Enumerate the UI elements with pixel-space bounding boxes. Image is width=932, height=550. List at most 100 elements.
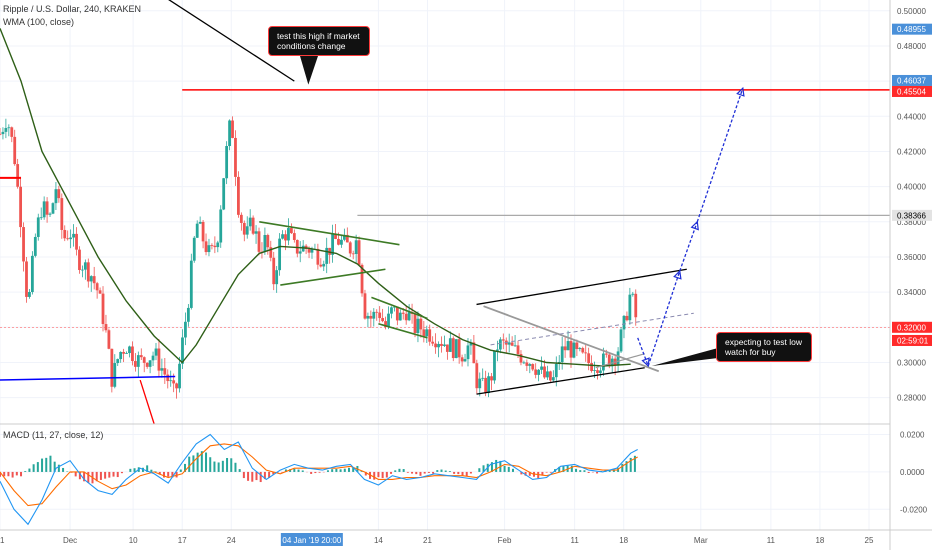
candle-body[interactable] <box>607 354 611 367</box>
candle-body[interactable] <box>69 237 73 240</box>
candle-body[interactable] <box>163 368 167 375</box>
candle-body[interactable] <box>398 312 402 321</box>
candle-body[interactable] <box>186 307 190 322</box>
wma-legend[interactable]: WMA (100, close) <box>3 17 74 27</box>
candle-body[interactable] <box>601 353 605 371</box>
candle-body[interactable] <box>484 377 488 394</box>
candle-body[interactable] <box>599 370 602 373</box>
candle-body[interactable] <box>563 346 567 351</box>
macd-signal-line[interactable] <box>0 443 638 507</box>
candle-body[interactable] <box>139 355 143 358</box>
candle-body[interactable] <box>522 362 526 364</box>
wma-line[interactable] <box>0 28 631 367</box>
macd-label[interactable]: MACD (11, 27, close, 12) <box>3 430 104 440</box>
candle-body[interactable] <box>513 345 517 347</box>
trendline[interactable] <box>139 379 155 425</box>
candle-body[interactable] <box>348 242 352 254</box>
candle-body[interactable] <box>239 214 243 223</box>
candle-body[interactable] <box>263 235 267 253</box>
candle-body[interactable] <box>154 348 158 356</box>
candle-body[interactable] <box>546 371 549 378</box>
candle-body[interactable] <box>48 213 52 215</box>
candle-body[interactable] <box>4 127 8 132</box>
candle-body[interactable] <box>516 345 520 354</box>
candle-body[interactable] <box>631 293 635 295</box>
candle-body[interactable] <box>425 329 429 337</box>
candle-body[interactable] <box>619 329 623 352</box>
macd-axis[interactable]: 0.0200 0.0000 -0.0200 <box>900 431 928 515</box>
candle-body[interactable] <box>145 362 149 367</box>
candle-body[interactable] <box>172 380 176 384</box>
candle-body[interactable] <box>54 189 58 204</box>
candle-body[interactable] <box>160 368 164 371</box>
candle-body[interactable] <box>86 262 90 282</box>
candle-body[interactable] <box>92 276 96 284</box>
candle-body[interactable] <box>189 260 193 308</box>
candle-body[interactable] <box>184 321 187 338</box>
annotation-callout-high[interactable]: test this high if market conditions chan… <box>268 26 370 56</box>
candle-body[interactable] <box>104 324 108 331</box>
projection-segment[interactable] <box>647 270 681 367</box>
candle-body[interactable] <box>525 362 529 366</box>
candle-body[interactable] <box>301 245 305 252</box>
candle-body[interactable] <box>316 248 320 265</box>
candle-body[interactable] <box>45 201 49 215</box>
trendline[interactable] <box>476 268 687 306</box>
candle-body[interactable] <box>496 349 499 351</box>
candle-body[interactable] <box>107 330 111 349</box>
candle-body[interactable] <box>360 264 364 294</box>
candle-body[interactable] <box>242 222 246 235</box>
wma-label[interactable]: WMA (100, close) <box>3 17 75 27</box>
macd-histogram[interactable] <box>0 451 636 484</box>
candle-body[interactable] <box>625 315 629 321</box>
candle-body[interactable] <box>375 311 379 313</box>
trendline[interactable] <box>483 305 660 373</box>
candle-body[interactable] <box>95 283 99 291</box>
candle-body[interactable] <box>66 238 70 240</box>
candle-body[interactable] <box>498 339 502 350</box>
candle-body[interactable] <box>151 355 155 361</box>
candle-body[interactable] <box>540 366 543 370</box>
macd-pane[interactable] <box>0 433 638 526</box>
candle-body[interactable] <box>322 263 326 267</box>
candle-body[interactable] <box>125 353 128 354</box>
candle-body[interactable] <box>131 346 134 362</box>
candle-body[interactable] <box>407 312 411 321</box>
candle-body[interactable] <box>119 351 123 360</box>
trendline[interactable] <box>476 367 645 395</box>
candle-body[interactable] <box>404 313 408 321</box>
candle-body[interactable] <box>337 238 340 245</box>
candle-body[interactable] <box>178 363 181 389</box>
candle-body[interactable] <box>384 321 387 328</box>
time-axis[interactable]: 21 Dec 10 17 24 14 21 Feb 11 18 Mar 11 18 25 04 Jan '1… <box>0 533 874 546</box>
candle-body[interactable] <box>378 312 382 319</box>
candle-body[interactable] <box>401 312 405 314</box>
candle-body[interactable] <box>566 341 570 351</box>
candle-body[interactable] <box>101 293 105 325</box>
candle-body[interactable] <box>269 247 273 258</box>
candle-body[interactable] <box>419 318 423 330</box>
projection-segment[interactable] <box>679 221 698 272</box>
candle-body[interactable] <box>78 249 81 270</box>
candle-body[interactable] <box>245 226 249 235</box>
trendline[interactable] <box>0 375 176 381</box>
candle-body[interactable] <box>340 239 343 245</box>
candle-body[interactable] <box>39 217 43 219</box>
candle-body[interactable] <box>60 198 64 230</box>
chart-title[interactable]: Ripple / U.S. Dollar, 240, KRAKEN <box>3 4 142 14</box>
candle-body[interactable] <box>10 127 14 137</box>
candle-body[interactable] <box>251 217 255 234</box>
candle-body[interactable] <box>42 201 46 218</box>
candle-body[interactable] <box>122 351 126 354</box>
candle-body[interactable] <box>560 346 564 363</box>
candle-body[interactable] <box>490 376 493 381</box>
candle-body[interactable] <box>493 350 496 381</box>
trendline[interactable] <box>490 312 694 346</box>
candle-body[interactable] <box>622 315 626 330</box>
candle-body[interactable] <box>272 257 276 285</box>
candle-body[interactable] <box>590 363 594 371</box>
candle-body[interactable] <box>228 120 231 147</box>
candle-body[interactable] <box>22 227 25 262</box>
candle-body[interactable] <box>133 361 137 367</box>
